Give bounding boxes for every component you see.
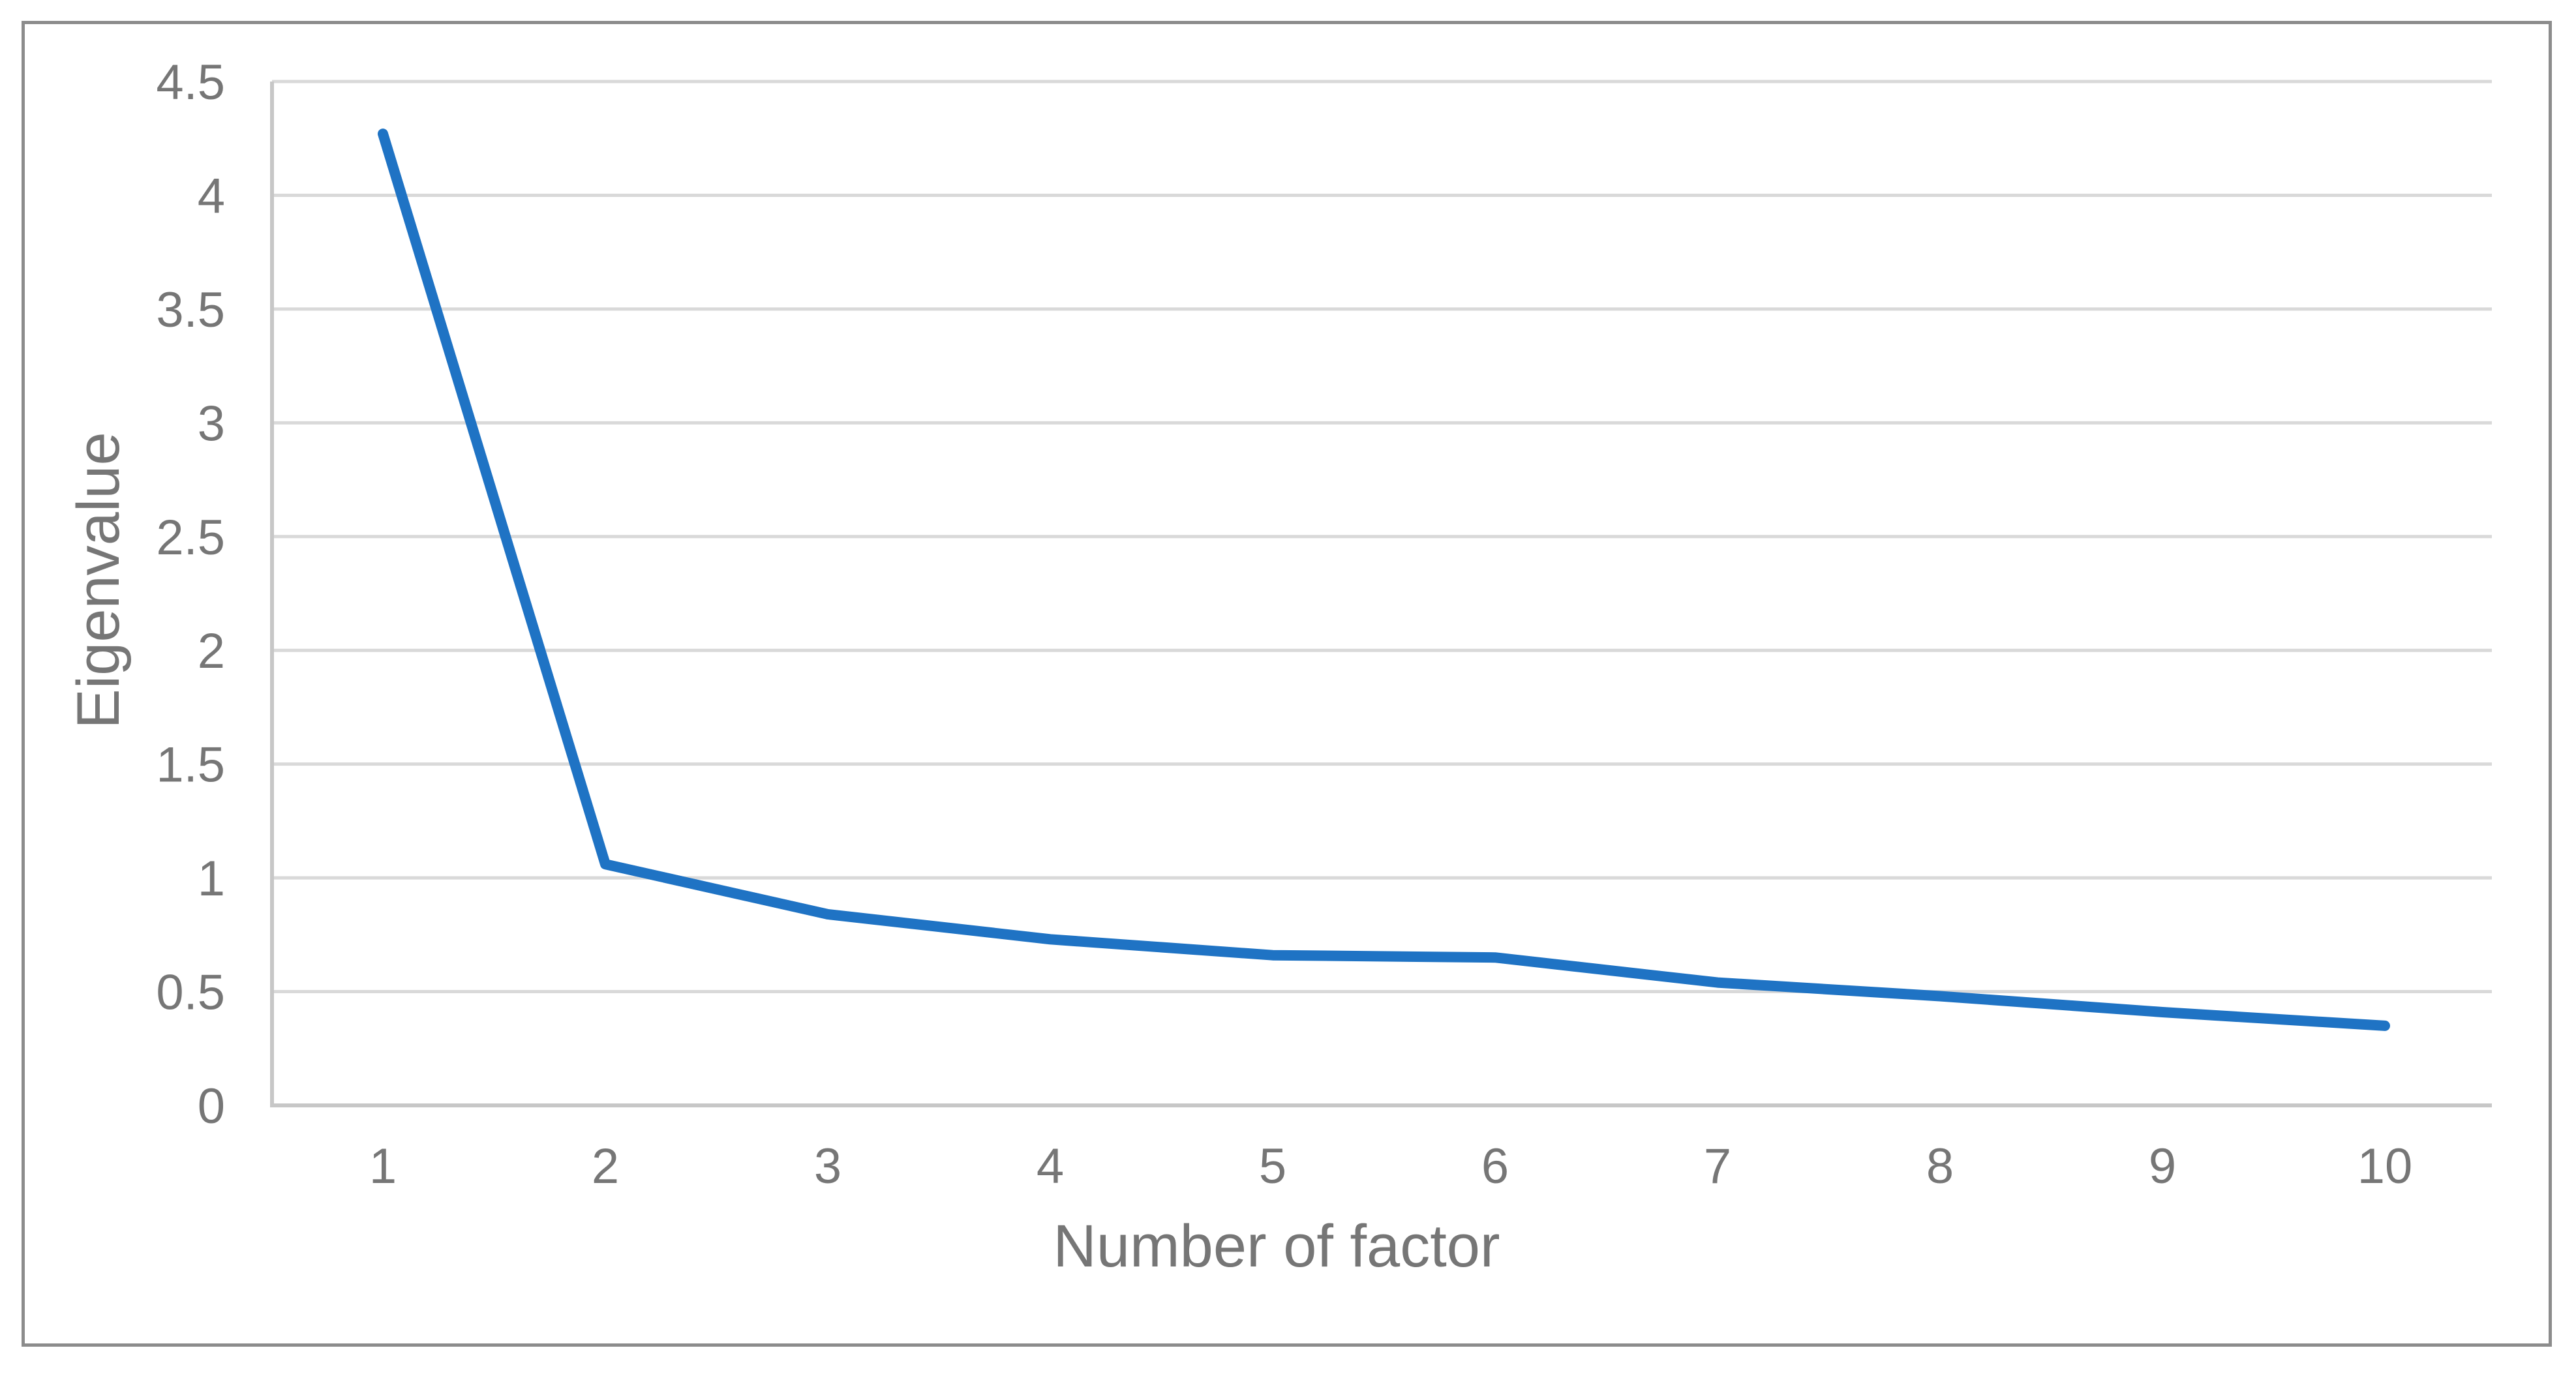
y-tick-label: 0 [198, 1079, 225, 1134]
y-tick-label: 0.5 [156, 965, 225, 1021]
y-tick-label: 4.5 [156, 55, 225, 110]
x-tick-label: 3 [814, 1139, 841, 1194]
y-tick-label: 1.5 [156, 738, 225, 793]
y-tick-label: 1 [198, 851, 225, 906]
x-tick-labels-group: 1 2 3 4 5 6 7 8 9 10 [369, 1139, 2412, 1194]
y-tick-label: 3.5 [156, 282, 225, 338]
y-tick-label: 4 [198, 168, 225, 224]
y-tick-labels-group: 0 0.5 1 1.5 2 2.5 3 3.5 4 4.5 [156, 55, 225, 1134]
x-tick-label: 1 [369, 1139, 397, 1194]
x-tick-label: 6 [1481, 1139, 1509, 1194]
gridlines-group [272, 80, 2492, 994]
x-tick-label: 9 [2149, 1139, 2176, 1194]
y-tick-label: 2 [198, 623, 225, 679]
x-tick-label: 2 [592, 1139, 619, 1194]
x-tick-label: 8 [1926, 1139, 1954, 1194]
chart-border [22, 21, 2552, 1347]
y-axis-title: Eigenvalue [65, 432, 132, 728]
y-tick-label: 3 [198, 396, 225, 451]
y-tick-label: 2.5 [156, 510, 225, 565]
x-tick-label: 5 [1259, 1139, 1286, 1194]
x-tick-label: 4 [1037, 1139, 1064, 1194]
x-axis-title: Number of factor [1053, 1213, 1500, 1280]
x-tick-label: 7 [1704, 1139, 1731, 1194]
eigenvalue-series-line [378, 128, 2390, 1031]
x-tick-label: 10 [2357, 1139, 2413, 1194]
